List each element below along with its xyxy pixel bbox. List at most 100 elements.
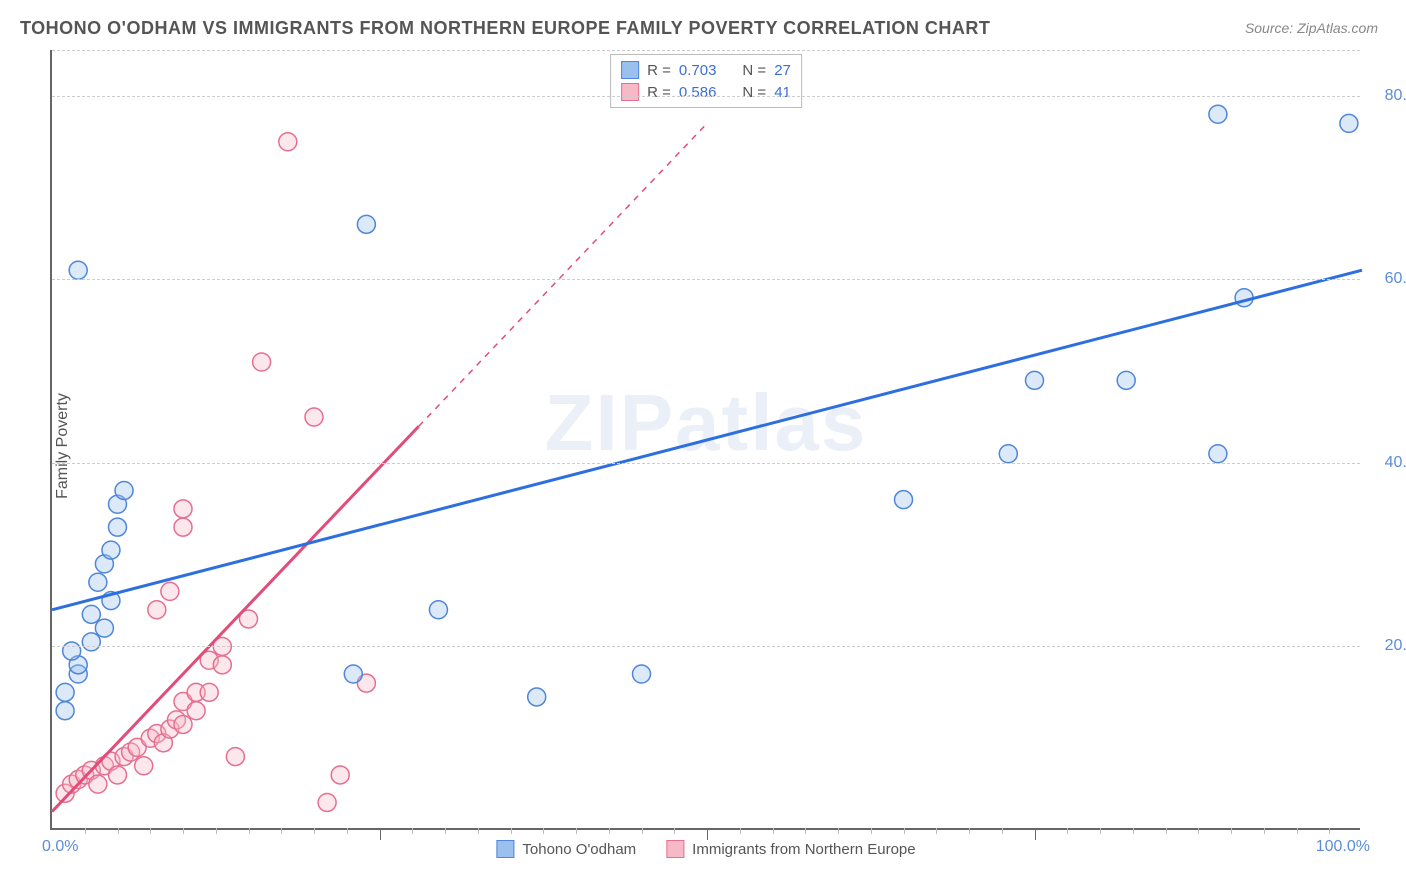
x-tick <box>1231 828 1232 834</box>
x-tick <box>216 828 217 834</box>
x-tick <box>904 828 905 834</box>
data-point <box>1026 371 1044 389</box>
legend-item: Tohono O'odham <box>496 840 636 858</box>
x-tick <box>1035 828 1036 840</box>
x-tick <box>740 828 741 834</box>
data-point <box>357 215 375 233</box>
x-tick <box>1198 828 1199 834</box>
x-tick <box>314 828 315 834</box>
y-tick-label: 80.0% <box>1370 87 1406 105</box>
data-point <box>253 353 271 371</box>
legend-label: Immigrants from Northern Europe <box>692 841 915 858</box>
data-point <box>135 757 153 775</box>
data-point <box>115 481 133 499</box>
x-tick <box>183 828 184 834</box>
data-point <box>895 491 913 509</box>
legend-swatch <box>666 840 684 858</box>
data-point <box>89 775 107 793</box>
data-point <box>1117 371 1135 389</box>
data-point <box>89 573 107 591</box>
x-axis-min-label: 0.0% <box>42 838 78 856</box>
y-tick-label: 40.0% <box>1370 454 1406 472</box>
data-point <box>999 445 1017 463</box>
data-point <box>528 688 546 706</box>
data-point <box>56 683 74 701</box>
x-tick <box>1100 828 1101 834</box>
data-point <box>226 748 244 766</box>
data-point <box>109 518 127 536</box>
plot-area: ZIPatlas R = 0.703 N = 27 R = 0.586 N = … <box>50 50 1360 830</box>
x-tick <box>609 828 610 834</box>
x-tick <box>936 828 937 834</box>
data-point <box>174 500 192 518</box>
plot-svg <box>52 50 1360 828</box>
x-tick <box>1329 828 1330 834</box>
x-tick <box>445 828 446 834</box>
data-point <box>279 133 297 151</box>
x-tick <box>85 828 86 834</box>
x-tick <box>478 828 479 834</box>
x-tick <box>674 828 675 834</box>
data-point <box>344 665 362 683</box>
x-tick <box>412 828 413 834</box>
x-tick <box>1067 828 1068 834</box>
data-point <box>95 619 113 637</box>
gridline <box>52 646 1360 647</box>
data-point <box>213 656 231 674</box>
data-point <box>148 601 166 619</box>
x-tick <box>543 828 544 834</box>
x-tick <box>511 828 512 834</box>
data-point <box>109 766 127 784</box>
x-tick <box>1133 828 1134 834</box>
data-point <box>318 793 336 811</box>
data-point <box>633 665 651 683</box>
x-tick <box>1166 828 1167 834</box>
gridline <box>52 50 1360 51</box>
x-tick <box>576 828 577 834</box>
gridline <box>52 96 1360 97</box>
x-tick <box>1297 828 1298 834</box>
data-point <box>63 642 81 660</box>
data-point <box>200 683 218 701</box>
chart-title: TOHONO O'ODHAM VS IMMIGRANTS FROM NORTHE… <box>20 18 990 39</box>
data-point <box>187 702 205 720</box>
legend-swatch <box>496 840 514 858</box>
x-tick <box>805 828 806 834</box>
x-tick <box>347 828 348 834</box>
x-tick <box>871 828 872 834</box>
x-tick <box>150 828 151 834</box>
x-tick <box>642 828 643 834</box>
gridline <box>52 463 1360 464</box>
data-point <box>1340 114 1358 132</box>
x-axis-max-label: 100.0% <box>1316 838 1370 856</box>
data-point <box>161 582 179 600</box>
x-tick <box>249 828 250 834</box>
y-tick-label: 20.0% <box>1370 637 1406 655</box>
data-point <box>69 261 87 279</box>
x-tick <box>773 828 774 834</box>
data-point <box>82 633 100 651</box>
legend-item: Immigrants from Northern Europe <box>666 840 915 858</box>
data-point <box>1209 445 1227 463</box>
x-tick <box>969 828 970 834</box>
data-point <box>429 601 447 619</box>
regression-line <box>52 270 1362 610</box>
x-tick <box>1002 828 1003 834</box>
legend-label: Tohono O'odham <box>522 841 636 858</box>
data-point <box>56 702 74 720</box>
data-point <box>331 766 349 784</box>
regression-line <box>419 123 707 426</box>
data-point <box>102 541 120 559</box>
data-point <box>82 605 100 623</box>
source-label: Source: ZipAtlas.com <box>1245 20 1378 36</box>
gridline <box>52 279 1360 280</box>
data-point <box>174 715 192 733</box>
x-tick <box>1264 828 1265 834</box>
data-point <box>305 408 323 426</box>
data-point <box>174 518 192 536</box>
data-point <box>1209 105 1227 123</box>
x-tick <box>707 828 708 840</box>
x-tick <box>118 828 119 834</box>
y-tick-label: 60.0% <box>1370 270 1406 288</box>
x-tick <box>838 828 839 834</box>
